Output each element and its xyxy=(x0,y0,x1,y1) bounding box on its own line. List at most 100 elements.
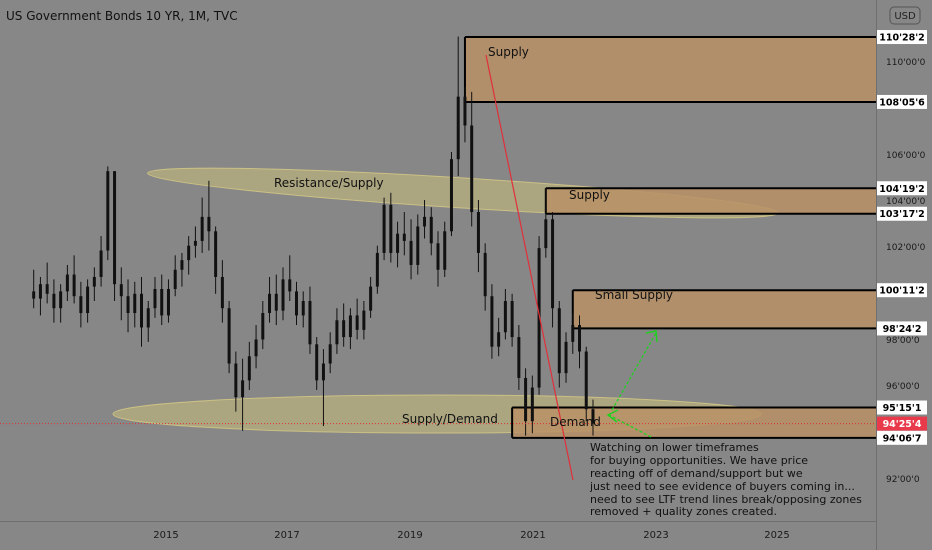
candle-body xyxy=(564,341,568,374)
price-tag-bg xyxy=(877,400,927,415)
price-tag-label: 104'19'2 xyxy=(879,184,924,195)
candles-layer xyxy=(32,36,595,436)
candle-body xyxy=(342,320,346,338)
candle-body xyxy=(308,301,312,345)
zone-2[interactable] xyxy=(545,188,876,214)
price-tag-label: 110'28'2 xyxy=(879,33,924,44)
candle-body xyxy=(571,325,575,342)
x-tick-label: 2025 xyxy=(764,530,789,541)
candle-body xyxy=(389,204,393,253)
zone-3[interactable] xyxy=(572,290,876,329)
candle-body xyxy=(187,245,191,261)
candle-body xyxy=(335,320,339,345)
candle-body xyxy=(416,226,420,265)
zone-label-demand: Demand xyxy=(550,415,601,429)
candle-body xyxy=(227,308,231,364)
candle-body xyxy=(402,233,406,241)
candle-body xyxy=(483,252,487,297)
candle-body xyxy=(544,219,548,249)
price-tag-bg xyxy=(877,416,927,431)
candle-body xyxy=(45,284,49,294)
candle-body xyxy=(140,293,144,328)
candle-body xyxy=(537,248,541,388)
currency-badge[interactable]: USD xyxy=(889,6,921,25)
candle-body xyxy=(382,204,386,253)
ellipse-label-resistance: Resistance/Supply xyxy=(274,176,384,190)
candle-body xyxy=(207,216,211,232)
price-tag-bg xyxy=(877,206,927,221)
candle-body xyxy=(153,288,157,309)
candle-body xyxy=(328,344,332,364)
candle-body xyxy=(99,250,103,277)
x-tick-label: 2019 xyxy=(397,530,422,541)
price-tag-bg xyxy=(877,181,927,196)
candle-body xyxy=(79,296,83,314)
candle-body xyxy=(510,301,514,338)
candle-body xyxy=(146,308,150,328)
candle-body xyxy=(126,296,130,314)
candle-body xyxy=(113,171,117,285)
candle-body xyxy=(463,96,467,126)
candle-body xyxy=(301,301,305,316)
candle-body xyxy=(106,171,110,251)
candle-body xyxy=(315,344,319,381)
price-tag-label: 108'05'6 xyxy=(879,97,925,108)
candle-body xyxy=(241,380,245,398)
candle-body xyxy=(193,240,197,246)
candle-body xyxy=(456,96,460,160)
candle-body xyxy=(584,351,588,410)
price-tag-label: 94'25'4 xyxy=(883,419,922,430)
zone-4[interactable] xyxy=(512,407,876,438)
price-tag-label: 95'15'1 xyxy=(883,403,922,414)
candle-body xyxy=(503,301,507,333)
candle-body xyxy=(551,219,555,309)
candle-body xyxy=(436,243,440,270)
candle-body xyxy=(65,274,69,292)
y-tick-label: 102'00'0 xyxy=(886,243,926,253)
candle-body xyxy=(375,252,379,287)
y-tick-label: 110'00'0 xyxy=(886,58,926,68)
candle-body xyxy=(429,216,433,244)
candle-body xyxy=(530,387,534,422)
y-tick-label: 98'00'0 xyxy=(886,336,920,346)
chart-title: US Government Bonds 10 YR, 1M, TVC xyxy=(6,9,238,23)
zone-label-small-supply: Small Supply xyxy=(595,288,673,302)
y-tick-label: 104'00'0 xyxy=(886,197,926,207)
ellipse-label-support: Supply/Demand xyxy=(402,412,498,426)
candle-body xyxy=(449,159,453,232)
price-tag-bg xyxy=(877,283,927,298)
candle-body xyxy=(254,339,258,357)
note-line-1: Watching on lower timeframes xyxy=(590,441,759,454)
price-axis[interactable]: 110'00'0 106'00'0 104'00'0 102'00'0 98'0… xyxy=(886,58,926,485)
price-tag-bg xyxy=(877,30,927,45)
arrow-icon[interactable] xyxy=(611,330,658,411)
downtrend-line[interactable] xyxy=(485,54,574,481)
note-line-3: reacting off of demand/support but we xyxy=(590,467,803,480)
candle-body xyxy=(591,409,595,424)
candle-body xyxy=(274,293,278,311)
candle-body xyxy=(490,296,494,347)
price-tag-label: 100'11'2 xyxy=(879,286,924,297)
candle-body xyxy=(470,125,474,213)
price-tag-bg xyxy=(877,430,927,445)
candle-body xyxy=(578,325,582,352)
candle-body xyxy=(173,269,177,289)
arrow-icon[interactable] xyxy=(606,409,652,438)
candle-body xyxy=(59,291,63,309)
zones-layer xyxy=(463,36,876,439)
price-tag-label: 103'17'2 xyxy=(879,209,924,220)
candle-body xyxy=(160,288,164,316)
note-line-2: for buying opportunities. We have price xyxy=(590,454,808,467)
candle-body xyxy=(92,276,96,287)
price-tag-label: 98'24'2 xyxy=(883,324,922,335)
candle-body xyxy=(497,332,501,347)
candle-body xyxy=(72,274,76,297)
candle-body xyxy=(517,337,521,378)
time-axis[interactable]: 2015 2017 2019 2021 2023 2025 xyxy=(153,530,789,541)
candle-body xyxy=(362,310,366,330)
candle-body xyxy=(443,231,447,270)
candle-body xyxy=(261,313,265,340)
zone-1[interactable] xyxy=(464,37,876,102)
